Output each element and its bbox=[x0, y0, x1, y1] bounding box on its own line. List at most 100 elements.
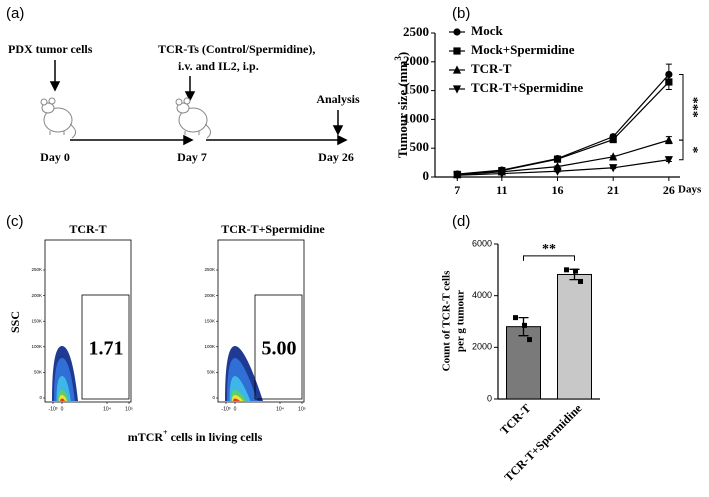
x-tick-label: 10⁵ bbox=[298, 406, 306, 412]
y-tick-label: 2000 bbox=[472, 342, 492, 352]
density-contour bbox=[233, 398, 241, 401]
marker bbox=[609, 135, 617, 144]
marker bbox=[453, 28, 461, 36]
y-tick-label: 50K bbox=[207, 370, 215, 375]
marker bbox=[665, 78, 673, 86]
marker bbox=[452, 65, 462, 74]
x-tick-label: 21 bbox=[607, 183, 619, 197]
marker bbox=[664, 156, 673, 165]
mouse-icon bbox=[40, 97, 76, 139]
significance: * bbox=[685, 146, 700, 153]
plot-title: TCR-T+Spermidine bbox=[221, 222, 325, 236]
bracket bbox=[523, 255, 575, 261]
x-tick-label: 10⁴ bbox=[276, 406, 284, 412]
bracket bbox=[679, 73, 684, 141]
y-tick-label: 1000 bbox=[403, 110, 429, 125]
y-tick-label: 0 bbox=[487, 393, 492, 403]
legend-label: TCR-T bbox=[471, 61, 512, 76]
significance: *** bbox=[685, 97, 700, 118]
panel-label: (a) bbox=[6, 5, 24, 22]
bar bbox=[557, 273, 592, 400]
x-tick-label: 10⁵ bbox=[125, 406, 133, 412]
data-point bbox=[522, 322, 527, 328]
y-tick-label: 250K bbox=[31, 267, 42, 272]
x-tick-label: 7 bbox=[454, 183, 460, 197]
axis-label: per g tumour bbox=[455, 290, 467, 352]
marker bbox=[609, 152, 618, 161]
y-tick-label: 200K bbox=[204, 293, 215, 298]
x-tick-label: 0 bbox=[234, 406, 237, 412]
data-point bbox=[527, 337, 532, 343]
marker bbox=[609, 164, 618, 173]
step-text: TCR-Ts (Control/Spermidine), bbox=[158, 42, 315, 56]
y-tick-label: 6000 bbox=[472, 238, 492, 248]
marker bbox=[553, 155, 562, 163]
y-tick-label: 4000 bbox=[472, 290, 492, 300]
panel-c: (c) SSC mTCR+ cells in living cells bbox=[6, 213, 263, 444]
y-tick-label: 150K bbox=[204, 318, 215, 323]
bar bbox=[506, 326, 541, 400]
x-tick-label: 11 bbox=[496, 183, 507, 197]
day-label: Day 0 bbox=[40, 150, 70, 164]
x-tick-label: TCR-T bbox=[497, 401, 533, 437]
y-tick-label: 100K bbox=[204, 344, 215, 349]
y-tick-label: 100K bbox=[31, 344, 42, 349]
data-point bbox=[578, 278, 583, 284]
arrows bbox=[49, 60, 348, 146]
gate bbox=[254, 294, 303, 400]
panel-label: (b) bbox=[452, 5, 470, 22]
y-tick-label: 2500 bbox=[403, 24, 429, 39]
x-tick-label: 0 bbox=[61, 406, 64, 412]
step-text: PDX tumor cells bbox=[8, 42, 93, 56]
day-label: Day 26 bbox=[318, 150, 354, 164]
axis-label: SSC bbox=[8, 311, 22, 333]
y-tick-label: 150K bbox=[31, 318, 42, 323]
axis-label-sup: 3 bbox=[393, 56, 403, 61]
y-tick-label: 50K bbox=[34, 370, 42, 375]
marker bbox=[452, 85, 462, 94]
panel-label: (d) bbox=[452, 213, 470, 230]
x-tick-label: 10⁴ bbox=[103, 406, 111, 412]
y-tick-label: 0 bbox=[423, 168, 430, 183]
y-tick-label: 0 bbox=[39, 395, 42, 400]
axis-label-sup: + bbox=[163, 428, 168, 437]
gate-value: 1.71 bbox=[89, 338, 124, 360]
plot-title: TCR-T bbox=[69, 222, 106, 236]
data-point bbox=[564, 267, 569, 273]
y-tick-label: 2000 bbox=[403, 53, 429, 68]
marker bbox=[453, 47, 461, 55]
axis-label-part: cells in living cells bbox=[168, 430, 263, 444]
marker bbox=[553, 167, 562, 176]
axis-label-part: ) bbox=[395, 52, 410, 56]
axis-label: mTCR+ cells in living cells bbox=[128, 428, 263, 444]
marker bbox=[664, 135, 673, 144]
step-text: i.v. and IL2, i.p. bbox=[178, 59, 259, 73]
gate-value: 5.00 bbox=[262, 338, 297, 360]
day-label: Day 7 bbox=[177, 150, 207, 164]
series-line bbox=[457, 81, 670, 176]
data-point bbox=[573, 268, 578, 274]
panel-a: (a) PDX tumor cells TCR-Ts (Control/Sper… bbox=[6, 5, 360, 164]
panel-label: (c) bbox=[6, 213, 24, 230]
gate bbox=[81, 294, 130, 400]
density-contour bbox=[60, 398, 65, 401]
y-tick-label: 0 bbox=[212, 395, 215, 400]
x-tick-label: 16 bbox=[552, 183, 564, 197]
y-tick-label: 1500 bbox=[403, 82, 429, 97]
x-tick-label: 26 bbox=[663, 183, 675, 197]
bracket bbox=[679, 139, 684, 161]
y-tick-label: 250K bbox=[204, 267, 215, 272]
y-tick-label: 200K bbox=[31, 293, 42, 298]
marker bbox=[497, 169, 506, 179]
axis-label: Days bbox=[678, 184, 702, 196]
x-tick-label: -10³ bbox=[222, 406, 231, 412]
mouse-icon bbox=[175, 97, 211, 139]
axis-label-part: mTCR bbox=[128, 430, 164, 444]
legend-label: TCR-T+Spermidine bbox=[471, 80, 583, 95]
axis-label: Tumour size (mm3) bbox=[393, 52, 410, 158]
marker bbox=[453, 171, 462, 180]
step-text: Analysis bbox=[316, 92, 360, 106]
legend-label: Mock+Spermidine bbox=[471, 42, 575, 57]
data-point bbox=[513, 315, 518, 321]
